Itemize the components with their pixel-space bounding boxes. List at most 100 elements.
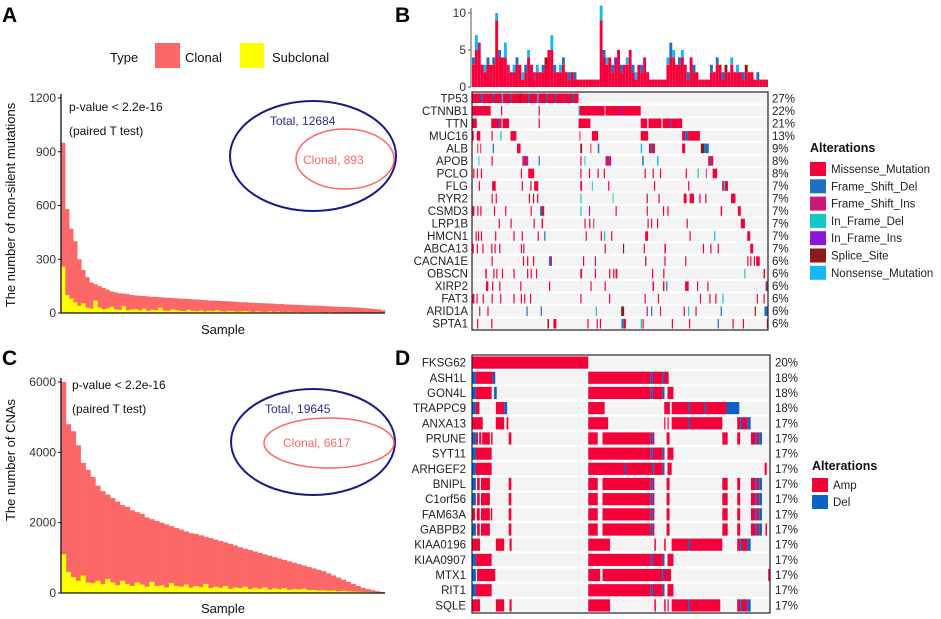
alteration-cell xyxy=(747,417,751,430)
bar-other-mutation xyxy=(521,72,525,80)
alteration-cell xyxy=(714,231,716,241)
alteration-cell xyxy=(667,462,672,475)
alteration-cell xyxy=(622,243,625,254)
alteration-cell xyxy=(476,168,478,179)
alteration-cell xyxy=(652,281,655,291)
bar-other-mutation xyxy=(527,50,531,58)
alteration-cell xyxy=(666,493,670,506)
alteration-cell xyxy=(477,523,480,536)
bar-missense xyxy=(747,72,751,87)
alteration-cell xyxy=(513,293,515,304)
alteration-cell xyxy=(587,318,589,329)
bar-other-mutation xyxy=(680,50,684,58)
row-background xyxy=(472,93,768,104)
alteration-cell xyxy=(538,156,540,166)
alteration-cell xyxy=(495,193,497,204)
bar-missense xyxy=(588,79,591,87)
venn-clonal-ellipse xyxy=(263,417,395,469)
legend-swatch xyxy=(810,196,826,211)
alteration-cell xyxy=(472,371,476,384)
bar-subclonal xyxy=(77,305,82,313)
bar-subclonal xyxy=(335,591,342,593)
alteration-cell xyxy=(666,508,670,521)
alteration-cell xyxy=(623,318,626,329)
bar-clonal xyxy=(247,550,253,593)
alteration-cell xyxy=(764,306,768,316)
bar-clonal xyxy=(350,583,356,593)
bar-clonal xyxy=(355,585,361,593)
alteration-cell xyxy=(476,293,478,304)
alteration-cell xyxy=(705,402,727,415)
row-background xyxy=(472,143,768,154)
alteration-cell xyxy=(588,447,651,460)
alteration-cell xyxy=(640,118,648,129)
bar-missense xyxy=(617,50,620,87)
alteration-cell xyxy=(659,168,662,179)
alteration-cell xyxy=(580,193,582,204)
bar-subclonal xyxy=(281,588,288,593)
alteration-cell xyxy=(588,402,605,415)
gene-percent: 17% xyxy=(775,464,798,476)
alteration-cell xyxy=(651,306,653,316)
bar-other-mutation xyxy=(625,57,629,65)
bar-clonal xyxy=(380,310,386,313)
alteration-cell xyxy=(662,447,665,460)
bar-subclonal xyxy=(210,311,216,313)
alteration-cell xyxy=(475,584,492,597)
alteration-cell xyxy=(620,106,622,116)
alteration-cell xyxy=(485,281,489,291)
bar-other-mutation xyxy=(550,35,554,50)
alteration-cell xyxy=(475,231,477,241)
alteration-cell xyxy=(756,477,760,491)
bar-other-mutation xyxy=(524,64,528,73)
alteration-cell xyxy=(737,523,741,536)
alteration-cell xyxy=(579,131,581,141)
alteration-cell xyxy=(491,131,493,141)
bar-other-mutation xyxy=(611,64,615,73)
alteration-cell xyxy=(755,493,757,506)
bar-subclonal xyxy=(202,311,208,313)
alteration-cell xyxy=(689,417,723,430)
gene-label: HMCN1 xyxy=(427,231,468,243)
legend-entry: Nonsense_Mutation xyxy=(831,268,933,280)
bar-missense xyxy=(733,72,737,87)
bar-missense xyxy=(683,64,687,87)
bar-subclonal xyxy=(169,583,175,593)
alteration-cell xyxy=(759,508,762,521)
alteration-cell xyxy=(664,599,666,612)
bar-subclonal xyxy=(75,580,81,593)
alteration-cell xyxy=(602,508,651,521)
legend-entry: Amp xyxy=(833,480,857,492)
bar-subclonal xyxy=(144,586,150,593)
y-tick-label: 0 xyxy=(49,586,56,600)
alteration-cell xyxy=(755,432,757,445)
bar-missense xyxy=(718,64,722,87)
bar-subclonal xyxy=(125,310,131,313)
alteration-cell xyxy=(604,231,606,241)
row-background xyxy=(472,218,768,229)
legend-label-clonal: Clonal xyxy=(185,50,222,65)
bar-subclonal xyxy=(227,310,232,313)
bar-subclonal xyxy=(227,588,234,593)
alteration-cell xyxy=(472,493,476,506)
bar-subclonal xyxy=(73,302,78,313)
bar-clonal xyxy=(332,306,337,313)
bar-other-mutation xyxy=(541,64,545,73)
alteration-cell xyxy=(502,118,509,129)
bar-subclonal xyxy=(252,587,258,593)
alteration-cell xyxy=(643,243,645,254)
alteration-cell xyxy=(685,168,687,179)
gene-percent: 7% xyxy=(772,206,789,218)
bar-missense xyxy=(736,72,739,87)
alteration-cell xyxy=(652,523,655,536)
alteration-cell xyxy=(662,371,665,384)
alteration-cell xyxy=(540,306,542,316)
alteration-cell xyxy=(646,206,648,216)
bar-missense xyxy=(695,72,699,87)
bar-clonal xyxy=(146,296,151,313)
alteration-cell xyxy=(588,523,598,536)
alteration-cell xyxy=(520,281,522,291)
bar-clonal xyxy=(272,557,278,593)
bar-clonal xyxy=(149,519,155,593)
bar-subclonal xyxy=(242,586,248,593)
